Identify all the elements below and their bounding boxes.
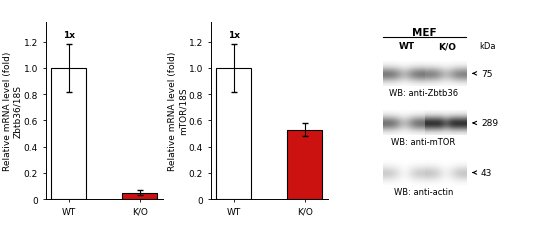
Text: MEF: MEF bbox=[413, 28, 437, 38]
Text: WT: WT bbox=[399, 42, 415, 51]
Text: 75: 75 bbox=[481, 70, 492, 79]
Bar bbox=[51, 69, 87, 199]
Text: 1x: 1x bbox=[228, 31, 240, 40]
Text: kDa: kDa bbox=[479, 42, 496, 51]
Text: 289: 289 bbox=[481, 119, 498, 128]
Bar bbox=[122, 193, 157, 199]
Text: K/O: K/O bbox=[438, 42, 456, 51]
Bar bbox=[287, 130, 322, 199]
Text: WB: anti-Zbtb36: WB: anti-Zbtb36 bbox=[388, 88, 458, 97]
Y-axis label: Relative mRNA level (fold)
Zbtb36/18S: Relative mRNA level (fold) Zbtb36/18S bbox=[3, 52, 23, 171]
Text: 1x: 1x bbox=[63, 31, 75, 40]
Text: WB: anti-mTOR: WB: anti-mTOR bbox=[391, 137, 455, 147]
Y-axis label: Relative mRNA level (fold)
mTOR/18S: Relative mRNA level (fold) mTOR/18S bbox=[168, 52, 187, 171]
Text: 43: 43 bbox=[481, 168, 492, 177]
Text: WB: anti-actin: WB: anti-actin bbox=[393, 187, 453, 196]
Bar bbox=[216, 69, 251, 199]
